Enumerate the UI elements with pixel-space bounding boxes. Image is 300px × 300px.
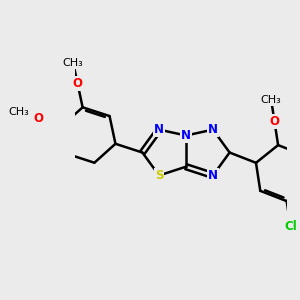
Text: N: N: [154, 123, 164, 136]
Text: O: O: [34, 112, 44, 125]
Text: N: N: [181, 129, 191, 142]
Text: CH₃: CH₃: [8, 107, 29, 117]
Text: N: N: [208, 169, 218, 182]
Text: O: O: [73, 77, 82, 90]
Text: O: O: [269, 115, 280, 128]
Text: CH₃: CH₃: [261, 95, 282, 105]
Text: N: N: [208, 123, 218, 136]
Text: CH₃: CH₃: [63, 58, 84, 68]
Text: Cl: Cl: [284, 220, 297, 233]
Text: S: S: [155, 169, 163, 182]
